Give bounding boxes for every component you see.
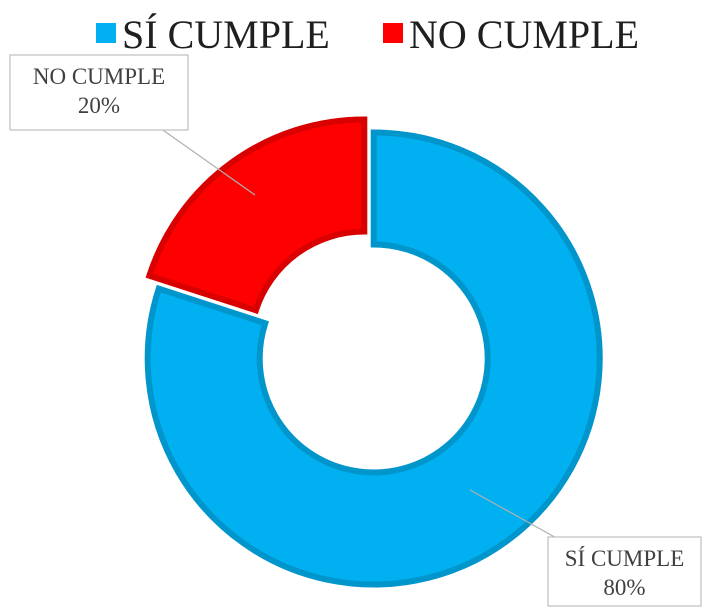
data-label-category: NO CUMPLE [33, 64, 165, 89]
legend-label: SÍ CUMPLE [122, 12, 330, 57]
donut-slice [144, 129, 603, 588]
legend-swatch [383, 23, 403, 43]
leader-line [469, 489, 561, 541]
legend-label: NO CUMPLE [409, 12, 639, 57]
label-box [9, 54, 189, 131]
donut-slice [145, 116, 368, 315]
legend-swatch [96, 23, 116, 43]
leader-line [159, 127, 256, 196]
label-box [547, 536, 702, 607]
data-label-category: SÍ CUMPLE [565, 546, 685, 571]
data-label-value: 20% [78, 93, 120, 118]
data-label-value: 80% [603, 575, 645, 600]
